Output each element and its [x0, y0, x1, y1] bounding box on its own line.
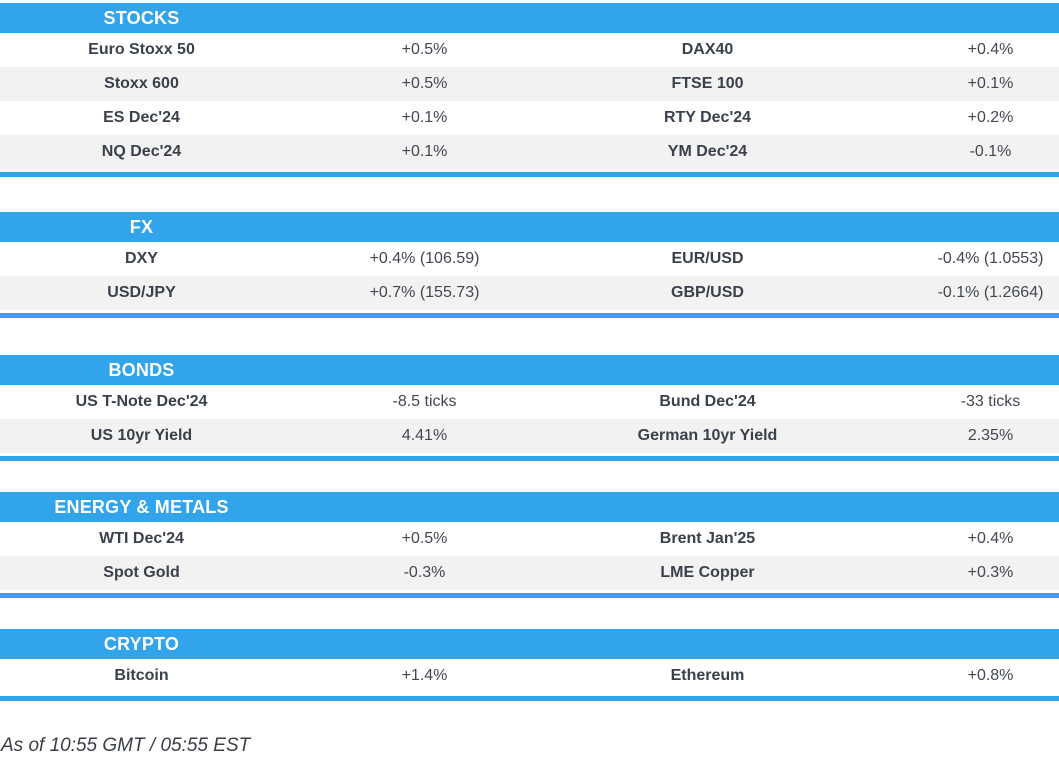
- section-divider: [0, 696, 1059, 701]
- instrument-value: -0.1%: [969, 143, 1012, 160]
- instrument-label: FTSE 100: [671, 75, 744, 92]
- market-row: NQ Dec'24 +0.1% YM Dec'24 -0.1%: [0, 135, 1059, 169]
- instrument-value: +0.5%: [401, 75, 448, 92]
- section-rows: Bitcoin +1.4% Ethereum +0.8%: [0, 659, 1059, 693]
- section-rows: WTI Dec'24 +0.5% Brent Jan'25 +0.4% Spot…: [0, 522, 1059, 590]
- instrument-label: Spot Gold: [103, 564, 180, 581]
- instrument-label: GBP/USD: [671, 284, 744, 301]
- instrument-value: -0.1% (1.2664): [937, 284, 1044, 301]
- instrument-value: +0.4%: [967, 41, 1014, 58]
- instrument-label: USD/JPY: [107, 284, 176, 301]
- section-rows: US T-Note Dec'24 -8.5 ticks Bund Dec'24 …: [0, 385, 1059, 453]
- market-row: US T-Note Dec'24 -8.5 ticks Bund Dec'24 …: [0, 385, 1059, 419]
- section-divider: [0, 313, 1059, 318]
- section-header: FX: [0, 212, 1059, 242]
- instrument-value: +0.8%: [967, 667, 1014, 684]
- market-row: Stoxx 600 +0.5% FTSE 100 +0.1%: [0, 67, 1059, 101]
- instrument-label: US T-Note Dec'24: [75, 393, 208, 410]
- market-row: ES Dec'24 +0.1% RTY Dec'24 +0.2%: [0, 101, 1059, 135]
- instrument-value: +0.5%: [401, 41, 448, 58]
- section-divider: [0, 593, 1059, 598]
- instrument-value: -0.4% (1.0553): [937, 250, 1044, 267]
- instrument-value: +0.4% (106.59): [369, 250, 480, 267]
- market-row: USD/JPY +0.7% (155.73) GBP/USD -0.1% (1.…: [0, 276, 1059, 310]
- section-divider: [0, 172, 1059, 177]
- market-row: WTI Dec'24 +0.5% Brent Jan'25 +0.4%: [0, 522, 1059, 556]
- instrument-value: +0.2%: [967, 109, 1014, 126]
- section-fx: FX DXY +0.4% (106.59) EUR/USD -0.4% (1.0…: [0, 212, 1059, 318]
- instrument-value: -8.5 ticks: [392, 393, 457, 410]
- instrument-value: +0.1%: [967, 75, 1014, 92]
- section-header: BONDS: [0, 355, 1059, 385]
- section-header: STOCKS: [0, 3, 1059, 33]
- section-stocks: STOCKS Euro Stoxx 50 +0.5% DAX40 +0.4% S…: [0, 3, 1059, 177]
- instrument-value: -33 ticks: [960, 393, 1021, 410]
- instrument-value: 2.35%: [967, 427, 1014, 444]
- instrument-label: EUR/USD: [671, 250, 744, 267]
- instrument-label: DXY: [125, 250, 158, 267]
- instrument-label: US 10yr Yield: [90, 427, 193, 444]
- timestamp-note: As of 10:55 GMT / 05:55 EST: [1, 735, 251, 756]
- instrument-value: +0.4%: [967, 530, 1014, 547]
- section-title: STOCKS: [103, 7, 180, 28]
- market-row: Euro Stoxx 50 +0.5% DAX40 +0.4%: [0, 33, 1059, 67]
- instrument-value: +0.3%: [967, 564, 1014, 581]
- market-row: Spot Gold -0.3% LME Copper +0.3%: [0, 556, 1059, 590]
- section-rows: Euro Stoxx 50 +0.5% DAX40 +0.4% Stoxx 60…: [0, 33, 1059, 169]
- market-row: DXY +0.4% (106.59) EUR/USD -0.4% (1.0553…: [0, 242, 1059, 276]
- instrument-label: Stoxx 600: [104, 75, 179, 92]
- instrument-label: RTY Dec'24: [663, 109, 752, 126]
- instrument-value: +0.7% (155.73): [369, 284, 480, 301]
- instrument-label: DAX40: [681, 41, 734, 58]
- instrument-value: +1.4%: [401, 667, 448, 684]
- instrument-label: LME Copper: [660, 564, 755, 581]
- section-divider: [0, 456, 1059, 461]
- instrument-label: WTI Dec'24: [99, 530, 184, 547]
- section-crypto: CRYPTO Bitcoin +1.4% Ethereum +0.8%: [0, 629, 1059, 701]
- instrument-label: NQ Dec'24: [101, 143, 182, 160]
- instrument-label: German 10yr Yield: [637, 427, 778, 444]
- section-title: CRYPTO: [103, 633, 180, 654]
- instrument-label: YM Dec'24: [667, 143, 748, 160]
- market-row: US 10yr Yield 4.41% German 10yr Yield 2.…: [0, 419, 1059, 453]
- instrument-value: +0.5%: [401, 530, 448, 547]
- instrument-label: Ethereum: [670, 667, 745, 684]
- instrument-label: Bund Dec'24: [659, 393, 756, 410]
- section-title: ENERGY & METALS: [54, 496, 229, 517]
- instrument-value: +0.1%: [401, 143, 448, 160]
- market-row: Bitcoin +1.4% Ethereum +0.8%: [0, 659, 1059, 693]
- instrument-value: -0.3%: [403, 564, 446, 581]
- instrument-label: Brent Jan'25: [659, 530, 756, 547]
- instrument-label: Bitcoin: [114, 667, 169, 684]
- section-title: FX: [129, 216, 154, 237]
- section-title: BONDS: [108, 359, 175, 380]
- section-header: ENERGY & METALS: [0, 492, 1059, 522]
- section-header: CRYPTO: [0, 629, 1059, 659]
- section-bonds: BONDS US T-Note Dec'24 -8.5 ticks Bund D…: [0, 355, 1059, 461]
- section-rows: DXY +0.4% (106.59) EUR/USD -0.4% (1.0553…: [0, 242, 1059, 310]
- instrument-label: Euro Stoxx 50: [88, 41, 195, 58]
- instrument-label: ES Dec'24: [103, 109, 180, 126]
- instrument-value: 4.41%: [401, 427, 448, 444]
- instrument-value: +0.1%: [401, 109, 448, 126]
- section-energy-metals: ENERGY & METALS WTI Dec'24 +0.5% Brent J…: [0, 492, 1059, 598]
